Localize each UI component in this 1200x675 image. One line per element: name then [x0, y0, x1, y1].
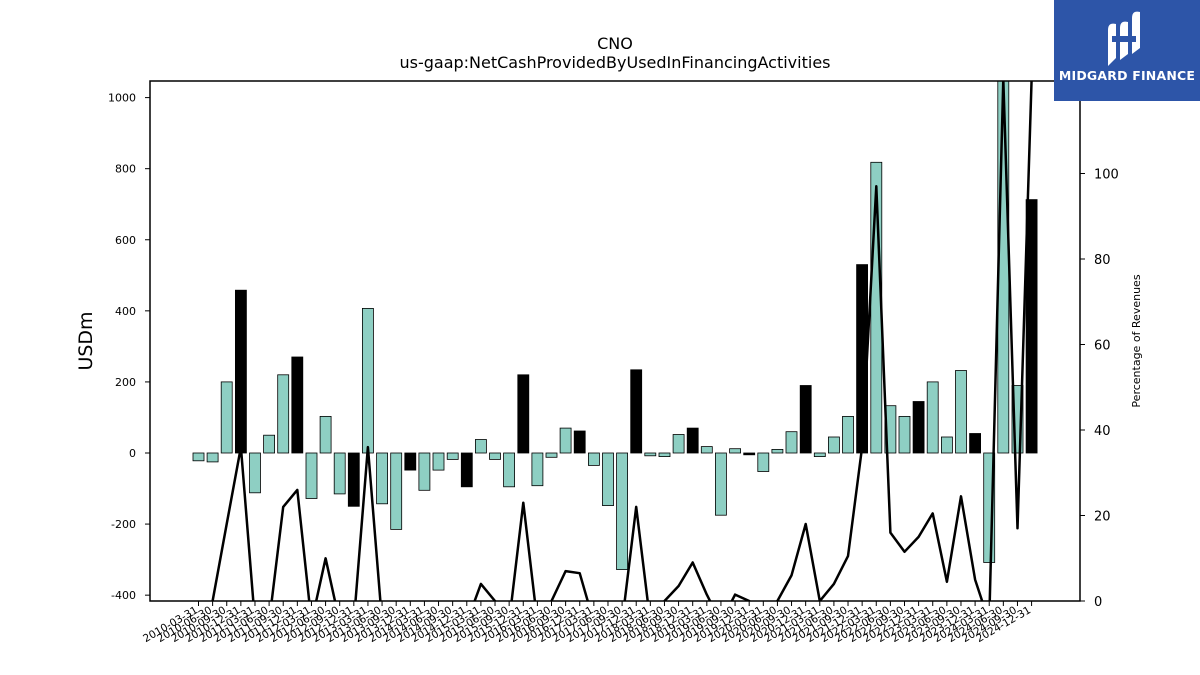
bar-2016-12-31	[573, 430, 586, 454]
bar-2015-03-31	[474, 439, 487, 454]
bar-2013-03-31	[361, 307, 374, 454]
pct-revenue-line	[211, 81, 1033, 601]
y2-tick-label: 0	[1094, 595, 1102, 610]
bar-2021-06-30	[828, 436, 840, 454]
y-tick-label: 600	[115, 234, 136, 247]
y2-tick-label: 20	[1094, 510, 1111, 525]
bar-2020-12-31	[799, 385, 812, 454]
bar-2010-06-30	[206, 452, 219, 463]
bar-2019-09-30	[729, 448, 741, 454]
bar-2017-03-31	[588, 452, 600, 466]
y2-tick-label: 100	[1094, 168, 1119, 183]
bar-2010-03-31	[192, 452, 205, 462]
bar-2011-06-30	[263, 434, 276, 454]
bar-2013-09-30	[390, 452, 403, 530]
y2-tick-label: 60	[1094, 339, 1111, 354]
bar-2014-06-30	[432, 452, 445, 471]
bar-2019-12-31	[743, 452, 756, 456]
bar-2024-03-31	[983, 452, 996, 563]
bar-2012-12-31	[347, 452, 360, 507]
bar-2019-03-31	[700, 446, 713, 454]
bar-2021-09-30	[842, 415, 854, 454]
y-tick-label: 200	[115, 376, 136, 389]
bar-2022-09-30	[898, 415, 911, 454]
bar-2012-06-30	[319, 415, 332, 454]
bar-2024-12-31	[1025, 199, 1038, 454]
bar-2019-06-30	[715, 452, 727, 516]
bar-2010-09-30	[220, 381, 233, 454]
bar-2018-03-31	[644, 452, 657, 457]
bar-2021-03-31	[813, 452, 826, 457]
bar-2024-09-30	[1011, 385, 1024, 454]
bar-2011-03-31	[249, 452, 261, 494]
bar-2018-12-31	[686, 427, 699, 454]
bar-2023-09-30	[955, 370, 967, 454]
y-tick-label: 1000	[108, 92, 136, 105]
midgard-logo-icon	[1108, 11, 1140, 66]
y-tick-label: 800	[115, 163, 136, 176]
bar-2022-12-31	[912, 401, 925, 454]
y-tick-label: -400	[111, 589, 136, 602]
bar-2013-12-31	[404, 452, 417, 471]
bar-2023-03-31	[926, 381, 939, 454]
bar-2017-06-30	[602, 452, 614, 506]
y2-tick-label: 80	[1094, 253, 1111, 268]
bar-2015-12-31	[517, 374, 530, 454]
brand-name: MIDGARD FINANCE	[1058, 68, 1196, 83]
bar-2020-09-30	[785, 431, 798, 454]
bar-2015-06-30	[489, 452, 501, 460]
brand-logo: MIDGARD FINANCE	[1054, 0, 1200, 101]
y-tick-label: 400	[115, 305, 136, 318]
bar-2022-06-30	[884, 405, 897, 454]
bar-2012-09-30	[333, 452, 346, 495]
bar-2016-09-30	[559, 427, 572, 454]
bar-2016-06-30	[545, 452, 558, 458]
bar-2016-03-31	[531, 452, 544, 487]
y2-axis-label: Percentage of Revenues	[1130, 274, 1143, 407]
bar-series	[192, 81, 1038, 570]
bar-2020-03-31	[757, 452, 770, 472]
bar-2014-03-31	[418, 452, 431, 491]
bar-2010-12-31	[234, 289, 247, 454]
bar-2017-12-31	[630, 369, 643, 454]
y-axis-label: USDm	[75, 311, 97, 370]
bar-2013-06-30	[376, 452, 389, 505]
bar-2012-03-31	[305, 452, 318, 499]
bar-2014-12-31	[460, 452, 473, 488]
bar-2020-06-30	[771, 448, 784, 454]
chart-subtitle: us-gaap:NetCashProvidedByUsedInFinancing…	[399, 53, 830, 72]
bar-2011-12-31	[291, 356, 304, 454]
bar-2015-09-30	[503, 452, 516, 488]
bar-2017-09-30	[616, 452, 628, 570]
bar-2014-09-30	[446, 452, 459, 460]
bar-2023-06-30	[941, 436, 953, 454]
chart-title: CNO	[597, 34, 633, 53]
bar-2011-09-30	[277, 374, 290, 454]
y2-tick-label: 40	[1094, 424, 1111, 439]
y-tick-label: -200	[111, 518, 136, 531]
bar-2018-06-30	[658, 452, 671, 457]
y-tick-label: 0	[129, 447, 136, 460]
bar-2023-12-31	[969, 433, 981, 454]
plot-frame	[149, 80, 1081, 602]
bar-2018-09-30	[672, 434, 685, 454]
